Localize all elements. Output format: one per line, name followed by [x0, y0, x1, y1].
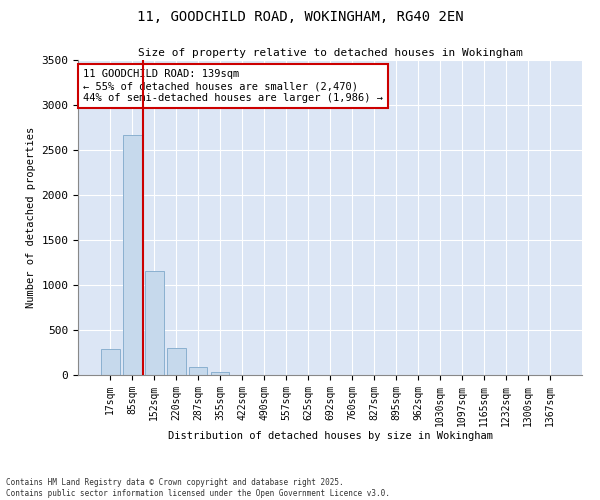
Bar	[167, 348, 185, 375]
Text: Contains HM Land Registry data © Crown copyright and database right 2025.
Contai: Contains HM Land Registry data © Crown c…	[6, 478, 390, 498]
Text: 11, GOODCHILD ROAD, WOKINGHAM, RG40 2EN: 11, GOODCHILD ROAD, WOKINGHAM, RG40 2EN	[137, 10, 463, 24]
Bar	[101, 349, 119, 375]
X-axis label: Distribution of detached houses by size in Wokingham: Distribution of detached houses by size …	[167, 432, 493, 442]
Text: 11 GOODCHILD ROAD: 139sqm
← 55% of detached houses are smaller (2,470)
44% of se: 11 GOODCHILD ROAD: 139sqm ← 55% of detac…	[83, 70, 383, 102]
Bar	[145, 270, 164, 375]
Y-axis label: Number of detached properties: Number of detached properties	[26, 127, 36, 308]
Title: Size of property relative to detached houses in Wokingham: Size of property relative to detached ho…	[137, 48, 523, 58]
Bar	[189, 368, 208, 375]
Bar	[211, 372, 229, 375]
Bar	[123, 134, 142, 375]
